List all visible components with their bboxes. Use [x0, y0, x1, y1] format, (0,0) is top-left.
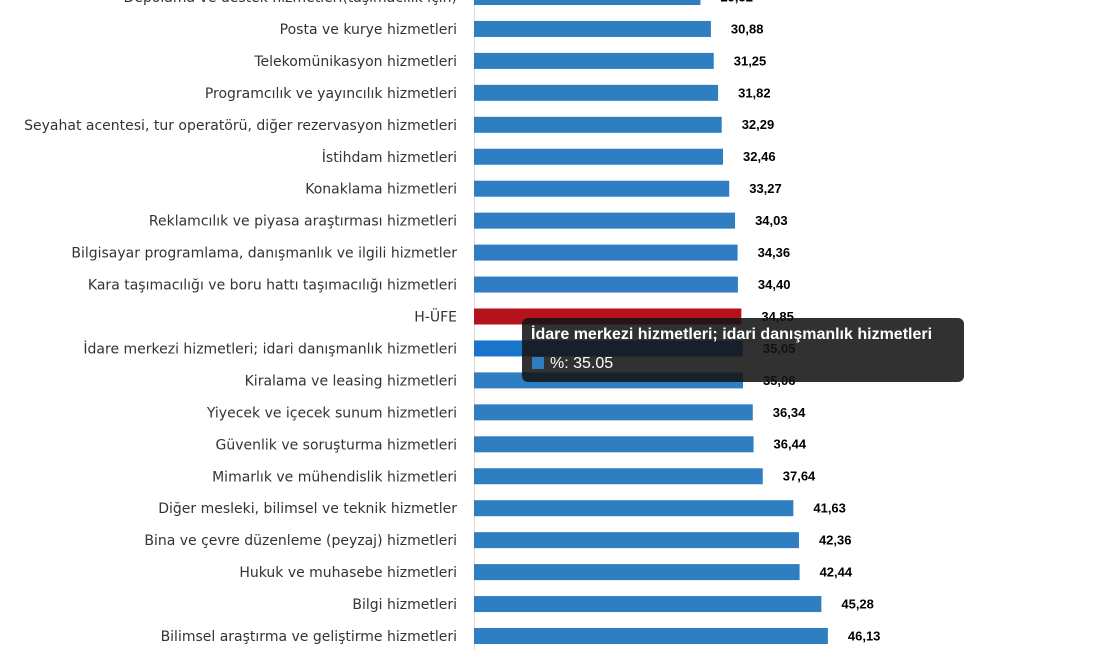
- category-label: Diğer mesleki, bilimsel ve teknik hizmet…: [158, 501, 457, 517]
- bar: [474, 212, 736, 229]
- value-label: 34,03: [755, 213, 788, 228]
- value-label: 46,13: [848, 628, 881, 643]
- bar: [474, 404, 753, 421]
- bar: [474, 564, 800, 581]
- bar: [474, 532, 799, 549]
- category-label: Posta ve kurye hizmetleri: [280, 22, 457, 38]
- value-label: 30,88: [731, 21, 764, 36]
- bar: [474, 468, 763, 485]
- bar: [474, 180, 730, 197]
- bar: [474, 84, 719, 101]
- value-label: 34,40: [758, 277, 791, 292]
- value-label: 29,52: [720, 0, 753, 4]
- value-label: 42,36: [819, 533, 852, 548]
- bar: [474, 436, 754, 453]
- value-label: 33,27: [749, 181, 782, 196]
- tooltip-swatch: [532, 357, 544, 369]
- value-label: 45,28: [841, 596, 874, 611]
- category-label: Kiralama ve leasing hizmetleri: [245, 373, 457, 389]
- value-label: 32,46: [743, 149, 776, 164]
- bar: [474, 628, 828, 644]
- category-label: Reklamcılık ve piyasa araştırması hizmet…: [149, 214, 457, 230]
- category-label: Bina ve çevre düzenleme (peyzaj) hizmetl…: [144, 533, 457, 549]
- category-label: Programcılık ve yayıncılık hizmetleri: [205, 86, 457, 102]
- value-label: 36,34: [773, 405, 806, 420]
- value-label: 37,64: [783, 469, 816, 484]
- bar: [474, 276, 738, 293]
- value-label: 34,36: [758, 245, 791, 260]
- category-label: Kara taşımacılığı ve boru hattı taşımacı…: [88, 278, 457, 294]
- value-label: 36,44: [774, 437, 807, 452]
- value-label: 42,44: [820, 565, 853, 580]
- category-label: İstihdam hizmetleri: [322, 148, 457, 166]
- category-label: Bilgisayar programlama, danışmanlık ve i…: [71, 246, 457, 262]
- value-label: 32,29: [742, 117, 775, 132]
- bar: [474, 148, 724, 165]
- category-label: Güvenlik ve soruşturma hizmetleri: [216, 437, 458, 453]
- category-label: H-ÜFE: [414, 308, 457, 326]
- category-label: Bilgi hizmetleri: [352, 597, 457, 613]
- tooltip-box: [522, 318, 964, 382]
- category-label: Telekomünikasyon hizmetleri: [253, 54, 457, 70]
- category-label: Konaklama hizmetleri: [305, 182, 457, 198]
- bar: [474, 20, 711, 37]
- bar: [474, 596, 822, 613]
- category-label: Mimarlık ve mühendislik hizmetleri: [212, 469, 457, 485]
- category-label: Bilimsel araştırma ve geliştirme hizmetl…: [161, 629, 457, 645]
- bar: [474, 0, 701, 5]
- tooltip-title: İdare merkezi hizmetleri; idari danışman…: [531, 325, 932, 343]
- category-label: Yiyecek ve içecek sunum hizmetleri: [206, 405, 457, 421]
- bar: [474, 52, 714, 69]
- value-label: 31,25: [734, 53, 767, 68]
- category-label: İdare merkezi hizmetleri; idari danışman…: [83, 339, 457, 357]
- category-label: Depolama ve destek hizmetleri(taşımacılı…: [124, 0, 457, 6]
- bar: [474, 116, 722, 133]
- value-label: 31,82: [738, 85, 771, 100]
- category-label: Hukuk ve muhasebe hizmetleri: [239, 565, 457, 581]
- value-label: 41,63: [813, 501, 846, 516]
- tooltip: İdare merkezi hizmetleri; idari danışman…: [522, 318, 964, 382]
- bar: [474, 500, 794, 517]
- bar: [474, 244, 738, 261]
- category-label: Seyahat acentesi, tur operatörü, diğer r…: [24, 118, 457, 134]
- tooltip-text: %: 35.05: [550, 355, 613, 372]
